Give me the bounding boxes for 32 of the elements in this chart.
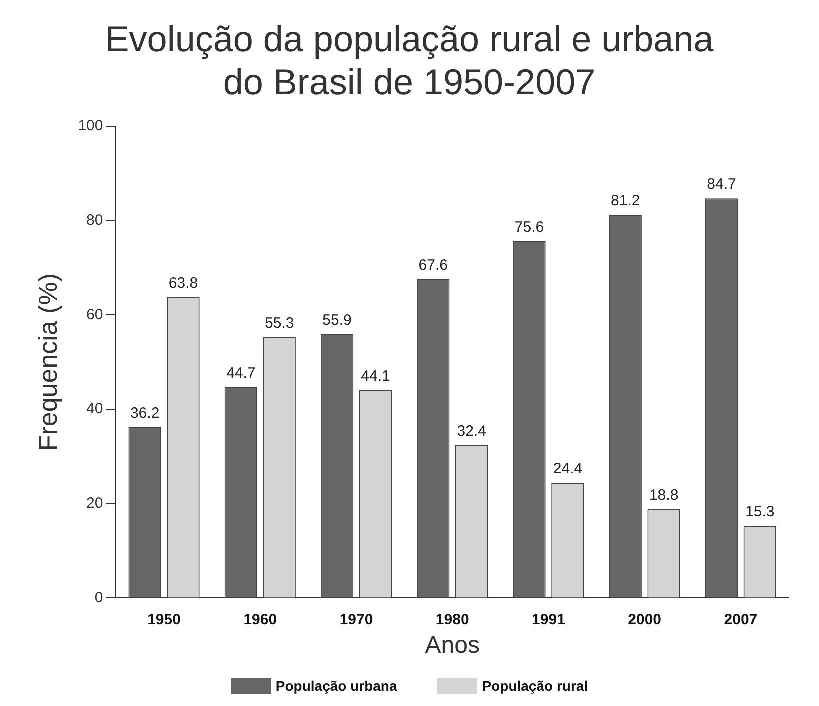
legend-label: População rural [482, 678, 588, 694]
data-label: 75.6 [514, 219, 544, 236]
data-label: 18.8 [649, 487, 679, 504]
y-axis-title: Frequencia (%) [32, 273, 63, 452]
y-tick-label: 20 [86, 494, 104, 512]
x-tick-label: 1980 [436, 611, 470, 628]
data-label: 24.4 [553, 460, 583, 478]
data-label: 63.8 [168, 274, 198, 292]
x-tick-label: 1970 [340, 611, 374, 628]
y-tick-label: 40 [86, 400, 104, 418]
x-tick-label: 1960 [244, 611, 278, 628]
x-tick-label: 1950 [148, 611, 181, 628]
data-label: 84.7 [707, 176, 736, 194]
data-label: 55.9 [322, 312, 352, 330]
data-label: 55.3 [265, 314, 294, 332]
data-label: 36.2 [130, 405, 160, 422]
x-tick-label: 2007 [724, 611, 758, 628]
data-label: 32.4 [457, 422, 486, 440]
chart-title: Evolução da população rural e urbana do Brasil de 1950-2007 [105, 18, 715, 103]
y-tick-label: 100 [78, 118, 104, 135]
data-label: 67.6 [418, 256, 448, 274]
data-label: 44.1 [361, 368, 390, 385]
data-label: 81.2 [611, 192, 640, 210]
x-axis-title: Anos [425, 632, 480, 660]
y-tick-label: 0 [94, 589, 104, 606]
data-label: 44.7 [226, 364, 256, 382]
y-tick-label: 80 [86, 212, 104, 229]
legend-label: População urbana [276, 678, 398, 694]
data-label: 15.3 [746, 504, 775, 521]
x-tick-label: 1991 [532, 611, 566, 628]
y-tick-label: 60 [86, 306, 104, 324]
x-tick-label: 2000 [628, 611, 662, 628]
